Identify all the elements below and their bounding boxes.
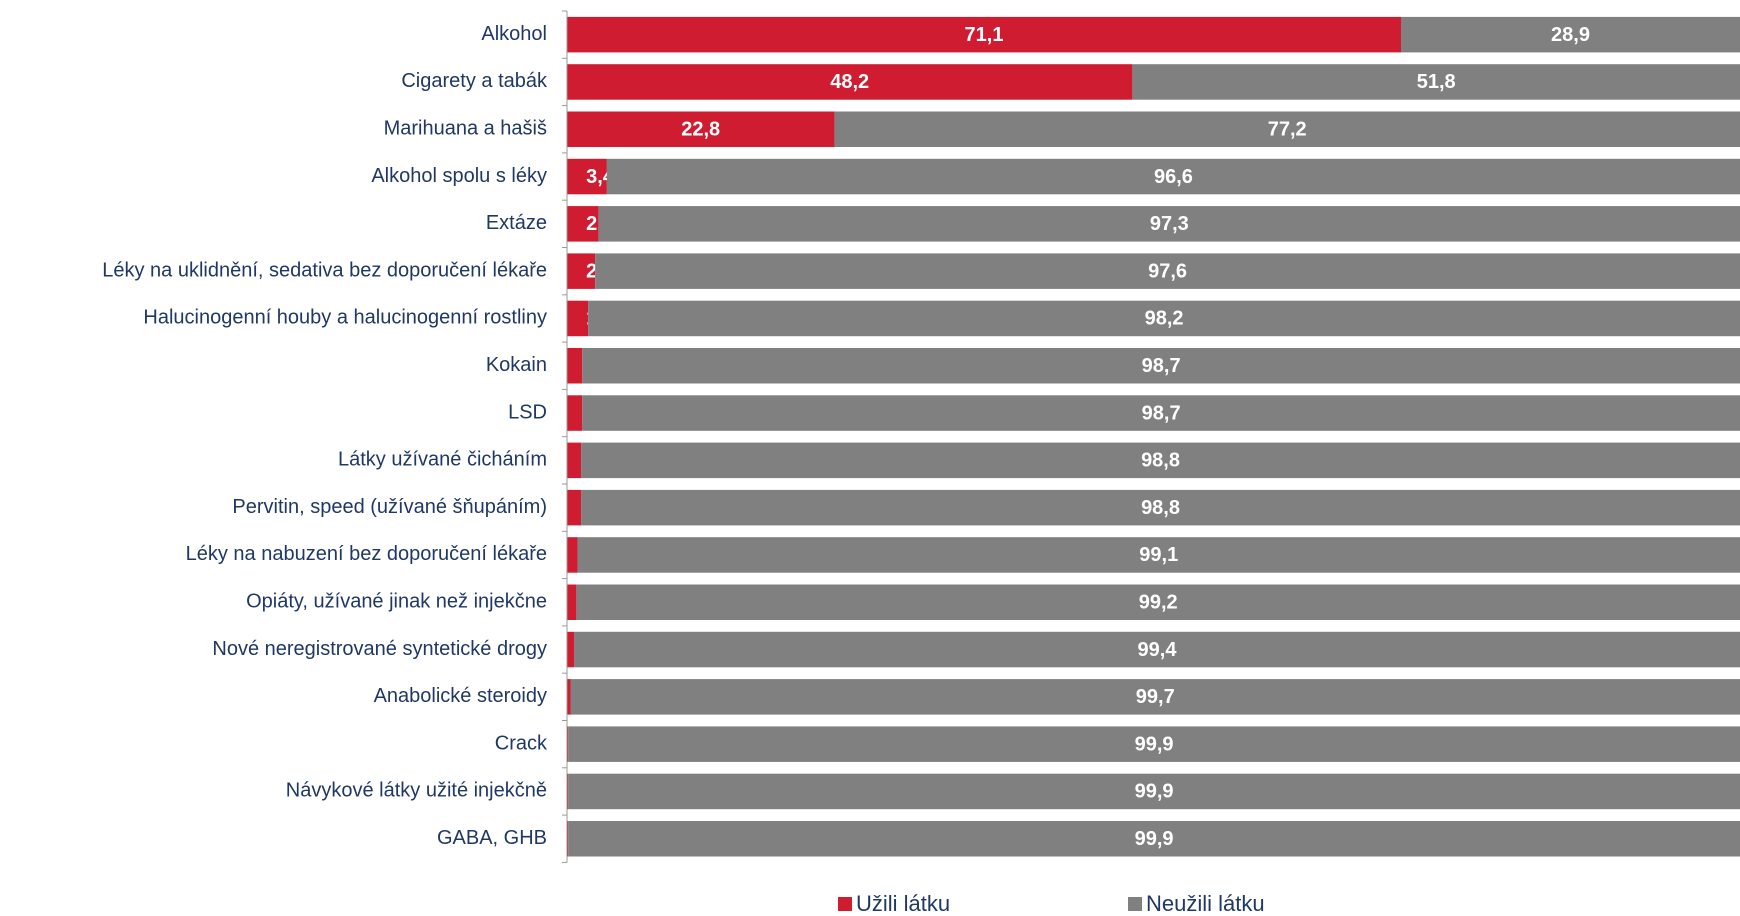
bar-segment [568,726,1740,762]
data-label: 99,1 [1139,544,1178,566]
bar-segment [568,773,1740,810]
data-label: 97,6 [1148,260,1187,282]
bar-segment [595,253,1740,289]
bar-segment [567,158,607,195]
y-tick-label: Návykové látky užité injekčně [286,780,547,802]
bar-segment [576,584,1740,620]
bar-segment [581,442,1740,479]
y-tick-label: Kokain [486,354,547,376]
data-label: 51,8 [1417,71,1456,93]
y-tick-label: Crack [495,732,548,754]
y-tick-label: Cigarety a tabák [401,70,548,92]
bar-segment [567,489,582,526]
y-tick-label: Marihuana a hašiš [384,118,547,140]
bar-segment [567,64,1133,100]
data-label: 99,9 [1135,781,1174,803]
bar-segment [567,206,599,242]
bar-segment [567,253,596,289]
y-tick-label: LSD [508,401,547,423]
y-tick-label: Léky na nabuzení bez doporučení lékaře [186,543,547,565]
bar-segment [1401,16,1740,53]
data-label: 99,9 [1135,733,1174,755]
bar-segment [567,773,569,810]
legend-label: Neužili látku [1146,891,1265,916]
bar-segment [834,111,1740,147]
data-label: 99,9 [1135,828,1174,850]
data-label: 98,8 [1141,497,1180,519]
y-tick-label: Halucinogenní houby a halucinogenní rost… [143,307,547,329]
legend-label: Užili látku [856,891,950,916]
data-label: 98,2 [1145,308,1184,330]
data-label: 98,7 [1142,402,1181,424]
bar-segment [567,537,578,573]
data-label: 22,8 [681,119,720,141]
bar-segment [567,631,575,668]
data-label: 98,7 [1142,355,1181,377]
data-label: 99,4 [1138,639,1178,661]
bar-segment [582,348,1740,384]
bar-segment [581,489,1740,526]
bar-segment [567,821,569,857]
bar-segment [567,348,583,384]
bar-segment [574,631,1740,668]
y-tick-label: Pervitin, speed (užívané šňupáním) [232,496,547,518]
data-label: 71,1 [965,24,1004,46]
legend-swatch [838,897,852,911]
data-label: 99,7 [1136,686,1175,708]
y-tick-label: Léky na uklidnění, sedativa bez doporuče… [102,259,547,281]
bar-segment [567,395,583,431]
bar-segment [577,537,1740,573]
y-tick-label: Látky užívané čicháním [338,449,547,471]
legend-swatch [1128,897,1142,911]
y-tick-label: Alkohol [481,23,547,45]
data-label: 98,8 [1141,450,1180,472]
data-label: 77,2 [1268,119,1307,141]
bar-segment [582,395,1740,431]
bar-segment [567,111,835,147]
bar-segment [567,442,582,479]
bar-segment [567,584,577,620]
bar-segment [606,158,1740,195]
data-label: 97,3 [1150,213,1189,235]
bar-segment [588,300,1740,337]
bar-segment [568,821,1740,857]
bar-segment [570,679,1740,715]
y-tick-label: Alkohol spolu s léky [371,165,547,187]
y-tick-label: GABA, GHB [437,827,547,849]
y-tick-label: Extáze [486,212,547,234]
data-label: 28,9 [1551,24,1590,46]
data-label: 99,2 [1139,592,1178,614]
bar-segment [567,16,1402,53]
bar-segment [567,679,571,715]
data-label: 96,6 [1154,166,1193,188]
y-tick-label: Nové neregistrované syntetické drogy [212,638,547,660]
bar-segment [567,300,589,337]
bar-segment [598,206,1740,242]
y-tick-label: Anabolické steroidy [374,685,547,707]
data-label: 48,2 [830,71,869,93]
y-tick-label: Opiáty, užívané jinak než injekčne [246,591,547,613]
bar-segment [567,726,569,762]
bar-segment [1132,64,1740,100]
